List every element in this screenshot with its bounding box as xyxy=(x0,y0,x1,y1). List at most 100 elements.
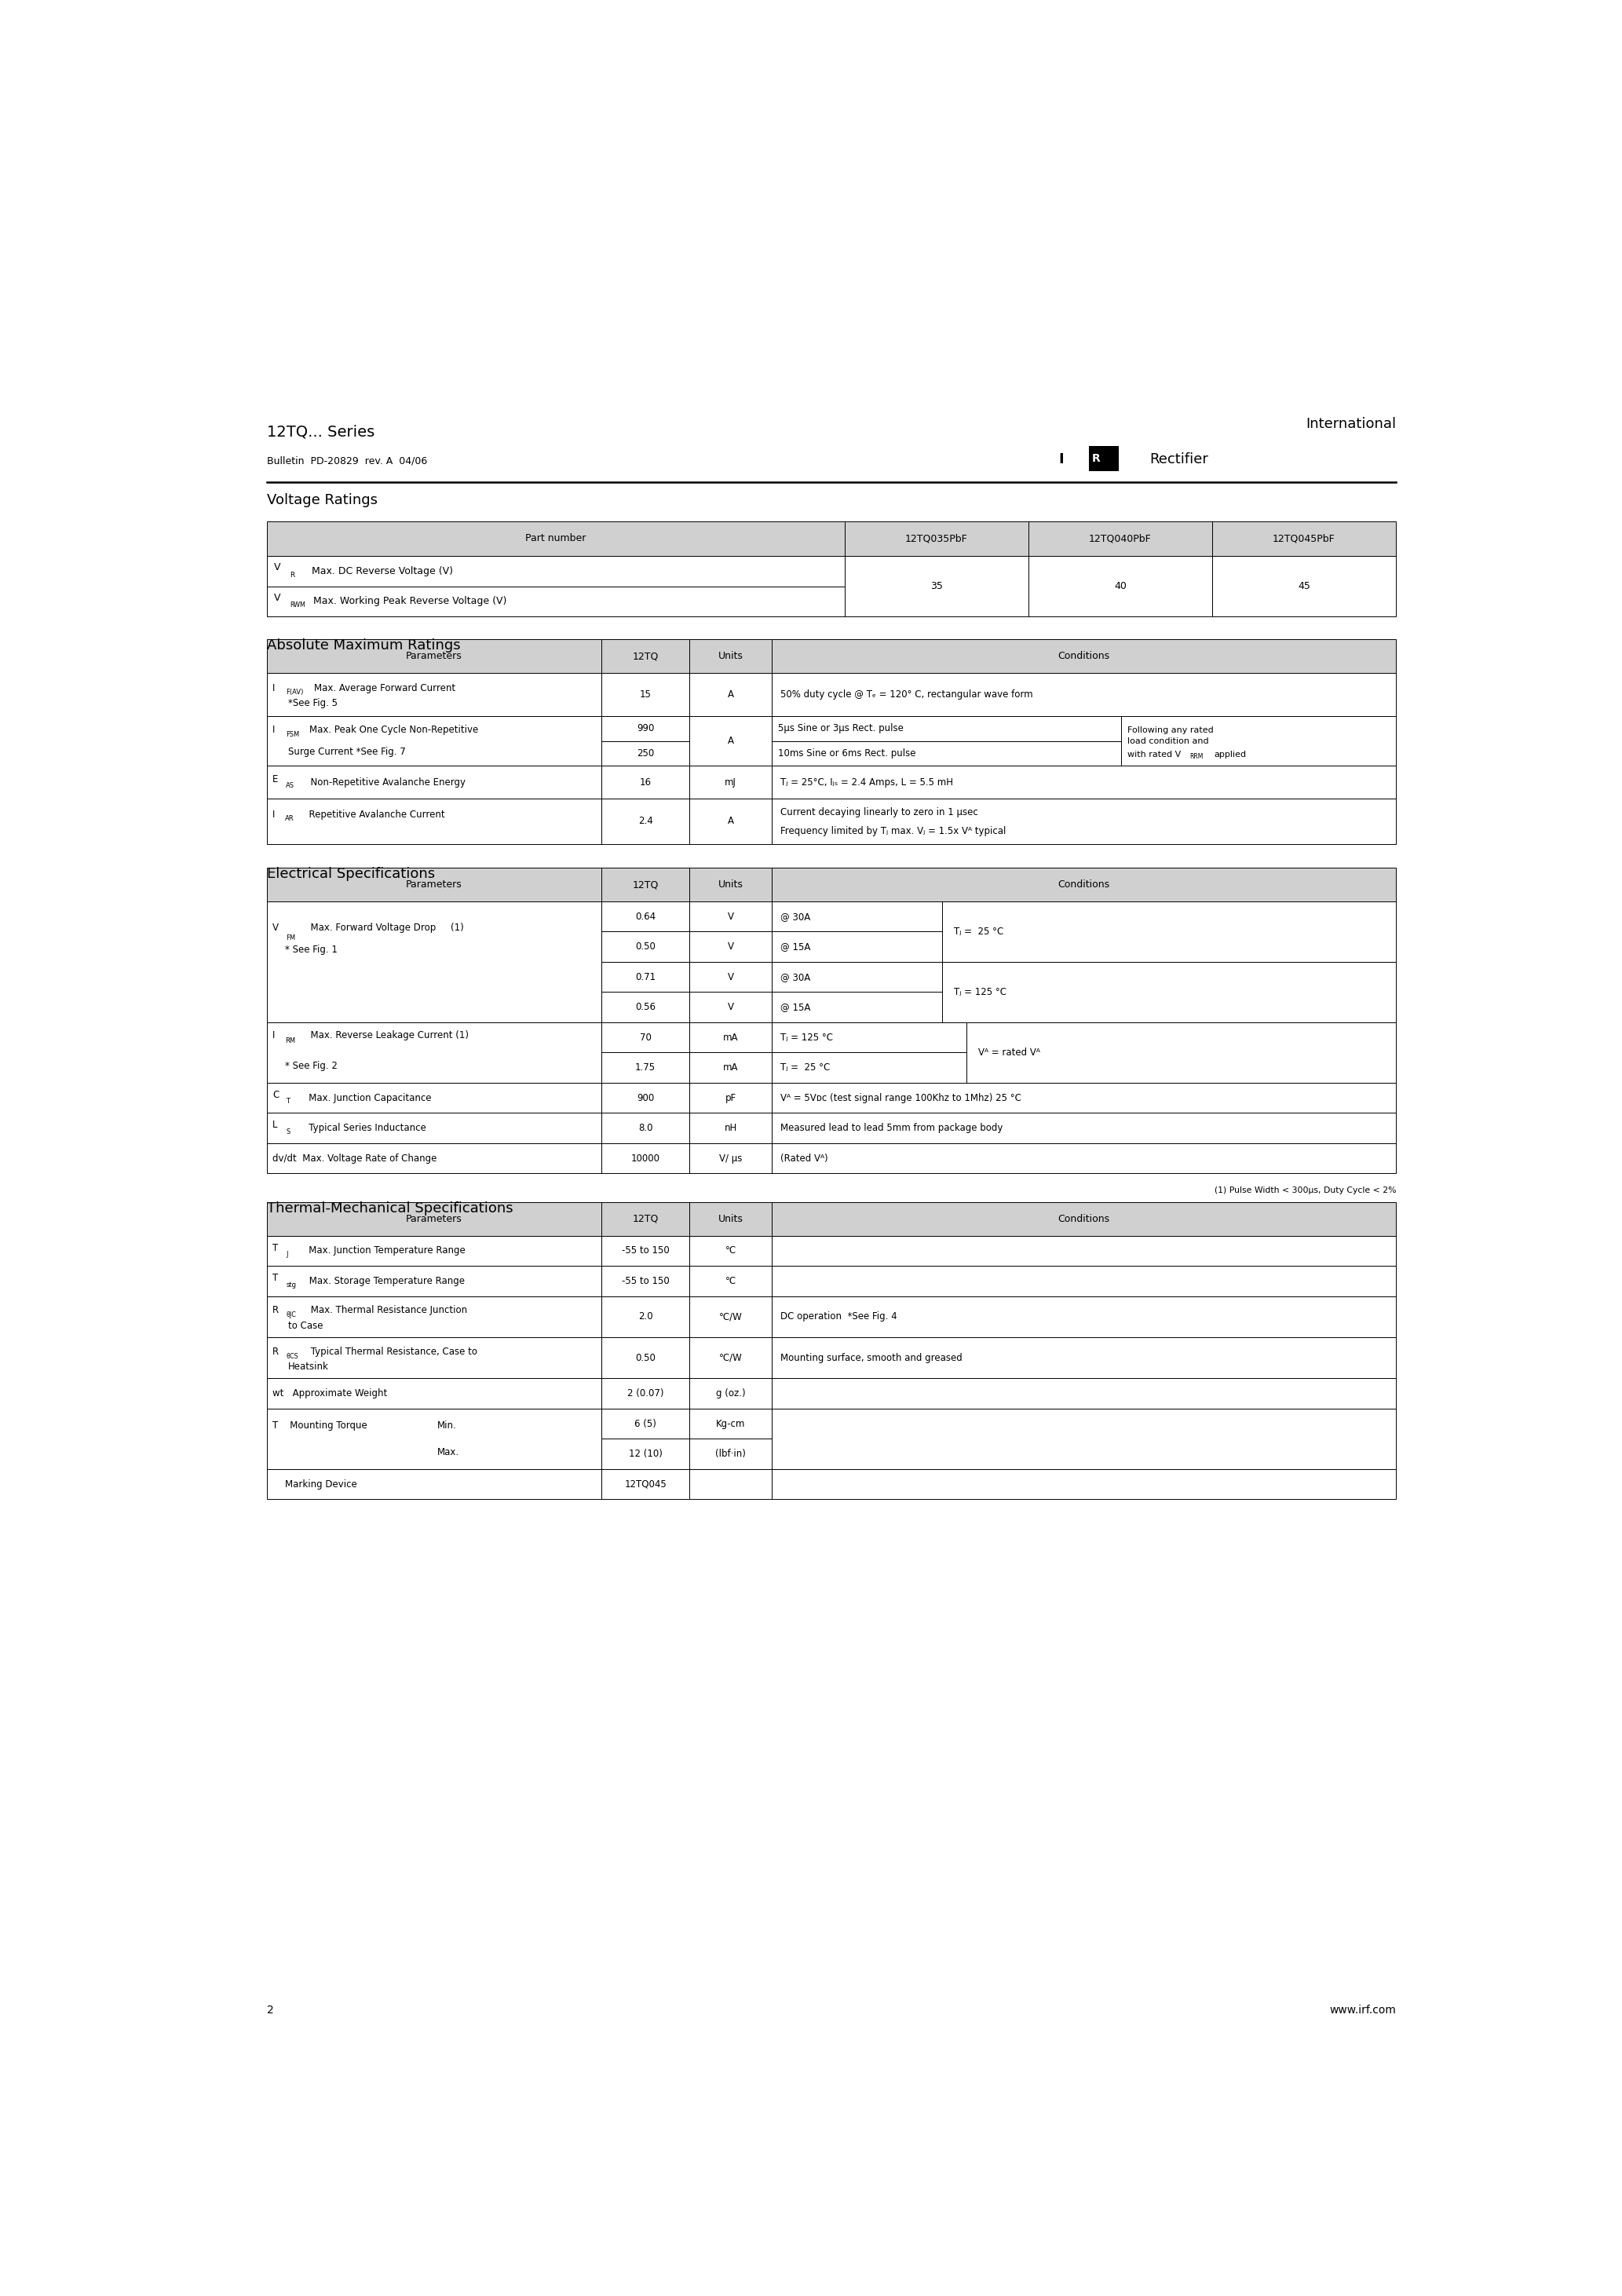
Text: Min.: Min. xyxy=(436,1421,456,1430)
Bar xyxy=(602,1336,689,1378)
Bar xyxy=(689,799,772,845)
Bar xyxy=(602,1114,689,1143)
Text: Repetitive Avalanche Current: Repetitive Avalanche Current xyxy=(303,808,444,820)
Text: R: R xyxy=(1092,452,1100,464)
Bar xyxy=(266,1114,602,1143)
Text: mA: mA xyxy=(723,1033,738,1042)
Bar xyxy=(772,641,1397,673)
Text: Conditions: Conditions xyxy=(1058,652,1109,661)
Text: Parameters: Parameters xyxy=(406,879,462,891)
Text: 12TQ: 12TQ xyxy=(633,652,659,661)
Bar xyxy=(266,585,845,618)
Text: Mounting surface, smooth and greased: Mounting surface, smooth and greased xyxy=(780,1352,963,1364)
Text: Current decaying linearly to zero in 1 μsec: Current decaying linearly to zero in 1 μ… xyxy=(780,806,978,817)
Text: 5μs Sine or 3μs Rect. pulse: 5μs Sine or 3μs Rect. pulse xyxy=(777,723,903,735)
Bar xyxy=(266,1336,602,1378)
Text: FSM: FSM xyxy=(285,730,300,739)
Bar xyxy=(602,1407,689,1440)
Text: 0.71: 0.71 xyxy=(636,971,655,983)
Bar xyxy=(772,868,1397,902)
Bar xyxy=(689,641,772,673)
Bar xyxy=(689,868,772,902)
Bar xyxy=(689,767,772,799)
Text: @ 30A: @ 30A xyxy=(780,971,811,983)
Text: Max. Forward Voltage Drop     (1): Max. Forward Voltage Drop (1) xyxy=(305,923,464,932)
Text: stg: stg xyxy=(285,1281,297,1288)
Bar xyxy=(602,1265,689,1297)
Text: 12TQ... Series: 12TQ... Series xyxy=(266,425,375,439)
Text: T: T xyxy=(272,1242,279,1254)
Text: Tⱼ =  25 °C: Tⱼ = 25 °C xyxy=(954,925,1004,937)
Text: Parameters: Parameters xyxy=(406,1215,462,1224)
Bar xyxy=(689,673,772,716)
Bar xyxy=(1212,556,1397,618)
Text: RWM: RWM xyxy=(290,602,305,608)
Text: Surge Current *See Fig. 7: Surge Current *See Fig. 7 xyxy=(289,746,406,758)
Text: θJC: θJC xyxy=(285,1311,297,1318)
Text: Parameters: Parameters xyxy=(406,652,462,661)
Text: 35: 35 xyxy=(931,581,942,592)
Bar xyxy=(772,673,1397,716)
Text: Rectifier: Rectifier xyxy=(1150,452,1208,466)
Bar xyxy=(772,1336,1397,1378)
Text: 1.75: 1.75 xyxy=(636,1063,655,1072)
Text: I: I xyxy=(272,682,276,693)
Text: 70: 70 xyxy=(639,1033,652,1042)
Text: 2.4: 2.4 xyxy=(637,815,652,827)
Text: 12TQ: 12TQ xyxy=(633,879,659,891)
Text: 12TQ040PbF: 12TQ040PbF xyxy=(1088,533,1152,544)
Text: Max. Storage Temperature Range: Max. Storage Temperature Range xyxy=(307,1277,466,1286)
Text: load condition and: load condition and xyxy=(1127,737,1208,744)
Text: °C/W: °C/W xyxy=(719,1311,743,1322)
Text: Typical Series Inductance: Typical Series Inductance xyxy=(300,1123,427,1134)
Bar xyxy=(602,1143,689,1173)
Bar xyxy=(266,767,602,799)
Text: Thermal-Mechanical Specifications: Thermal-Mechanical Specifications xyxy=(266,1201,513,1215)
Text: R: R xyxy=(272,1345,279,1357)
Text: A: A xyxy=(727,815,733,827)
Text: 2.0: 2.0 xyxy=(637,1311,652,1322)
Text: 0.50: 0.50 xyxy=(636,941,655,953)
Bar xyxy=(266,1022,602,1084)
Bar xyxy=(689,962,772,992)
Bar xyxy=(602,767,689,799)
Text: -55 to 150: -55 to 150 xyxy=(621,1247,670,1256)
Bar xyxy=(602,1235,689,1265)
Bar xyxy=(602,1297,689,1336)
Text: Vᴬ = rated Vᴬ: Vᴬ = rated Vᴬ xyxy=(978,1047,1040,1058)
Text: Tⱼ = 125 °C: Tⱼ = 125 °C xyxy=(780,1033,834,1042)
Bar xyxy=(689,1469,772,1499)
Text: *See Fig. 5: *See Fig. 5 xyxy=(289,698,337,709)
Bar xyxy=(772,742,1121,767)
Text: 0.50: 0.50 xyxy=(636,1352,655,1364)
Text: Max. Junction Temperature Range: Max. Junction Temperature Range xyxy=(300,1247,466,1256)
Text: L: L xyxy=(272,1120,277,1130)
Bar xyxy=(602,641,689,673)
Text: 15: 15 xyxy=(639,689,652,700)
Bar xyxy=(772,1052,967,1084)
Text: I: I xyxy=(1058,452,1064,466)
Text: www.irf.com: www.irf.com xyxy=(1330,2004,1397,2016)
Text: Max. Working Peak Reverse Voltage (V): Max. Working Peak Reverse Voltage (V) xyxy=(310,597,508,606)
Bar xyxy=(602,962,689,992)
Bar xyxy=(689,1203,772,1235)
Text: Measured lead to lead 5mm from package body: Measured lead to lead 5mm from package b… xyxy=(780,1123,1004,1134)
Text: Max. Thermal Resistance Junction: Max. Thermal Resistance Junction xyxy=(308,1306,467,1316)
Bar xyxy=(266,716,602,767)
Text: J: J xyxy=(285,1251,289,1258)
Text: 900: 900 xyxy=(637,1093,654,1102)
Text: Units: Units xyxy=(719,652,743,661)
Text: pF: pF xyxy=(725,1093,736,1102)
Text: θCS: θCS xyxy=(285,1352,298,1359)
Text: Bulletin  PD-20829  rev. A  04/06: Bulletin PD-20829 rev. A 04/06 xyxy=(266,455,427,466)
Text: 12TQ: 12TQ xyxy=(633,1215,659,1224)
Text: I: I xyxy=(272,808,276,820)
Bar xyxy=(266,1084,602,1114)
Text: Tⱼ = 125 °C: Tⱼ = 125 °C xyxy=(954,987,1007,996)
Bar xyxy=(689,716,772,767)
Bar xyxy=(602,742,689,767)
Bar xyxy=(1028,521,1212,556)
Text: AR: AR xyxy=(285,815,294,822)
Bar xyxy=(602,1022,689,1052)
Bar xyxy=(772,1297,1397,1336)
